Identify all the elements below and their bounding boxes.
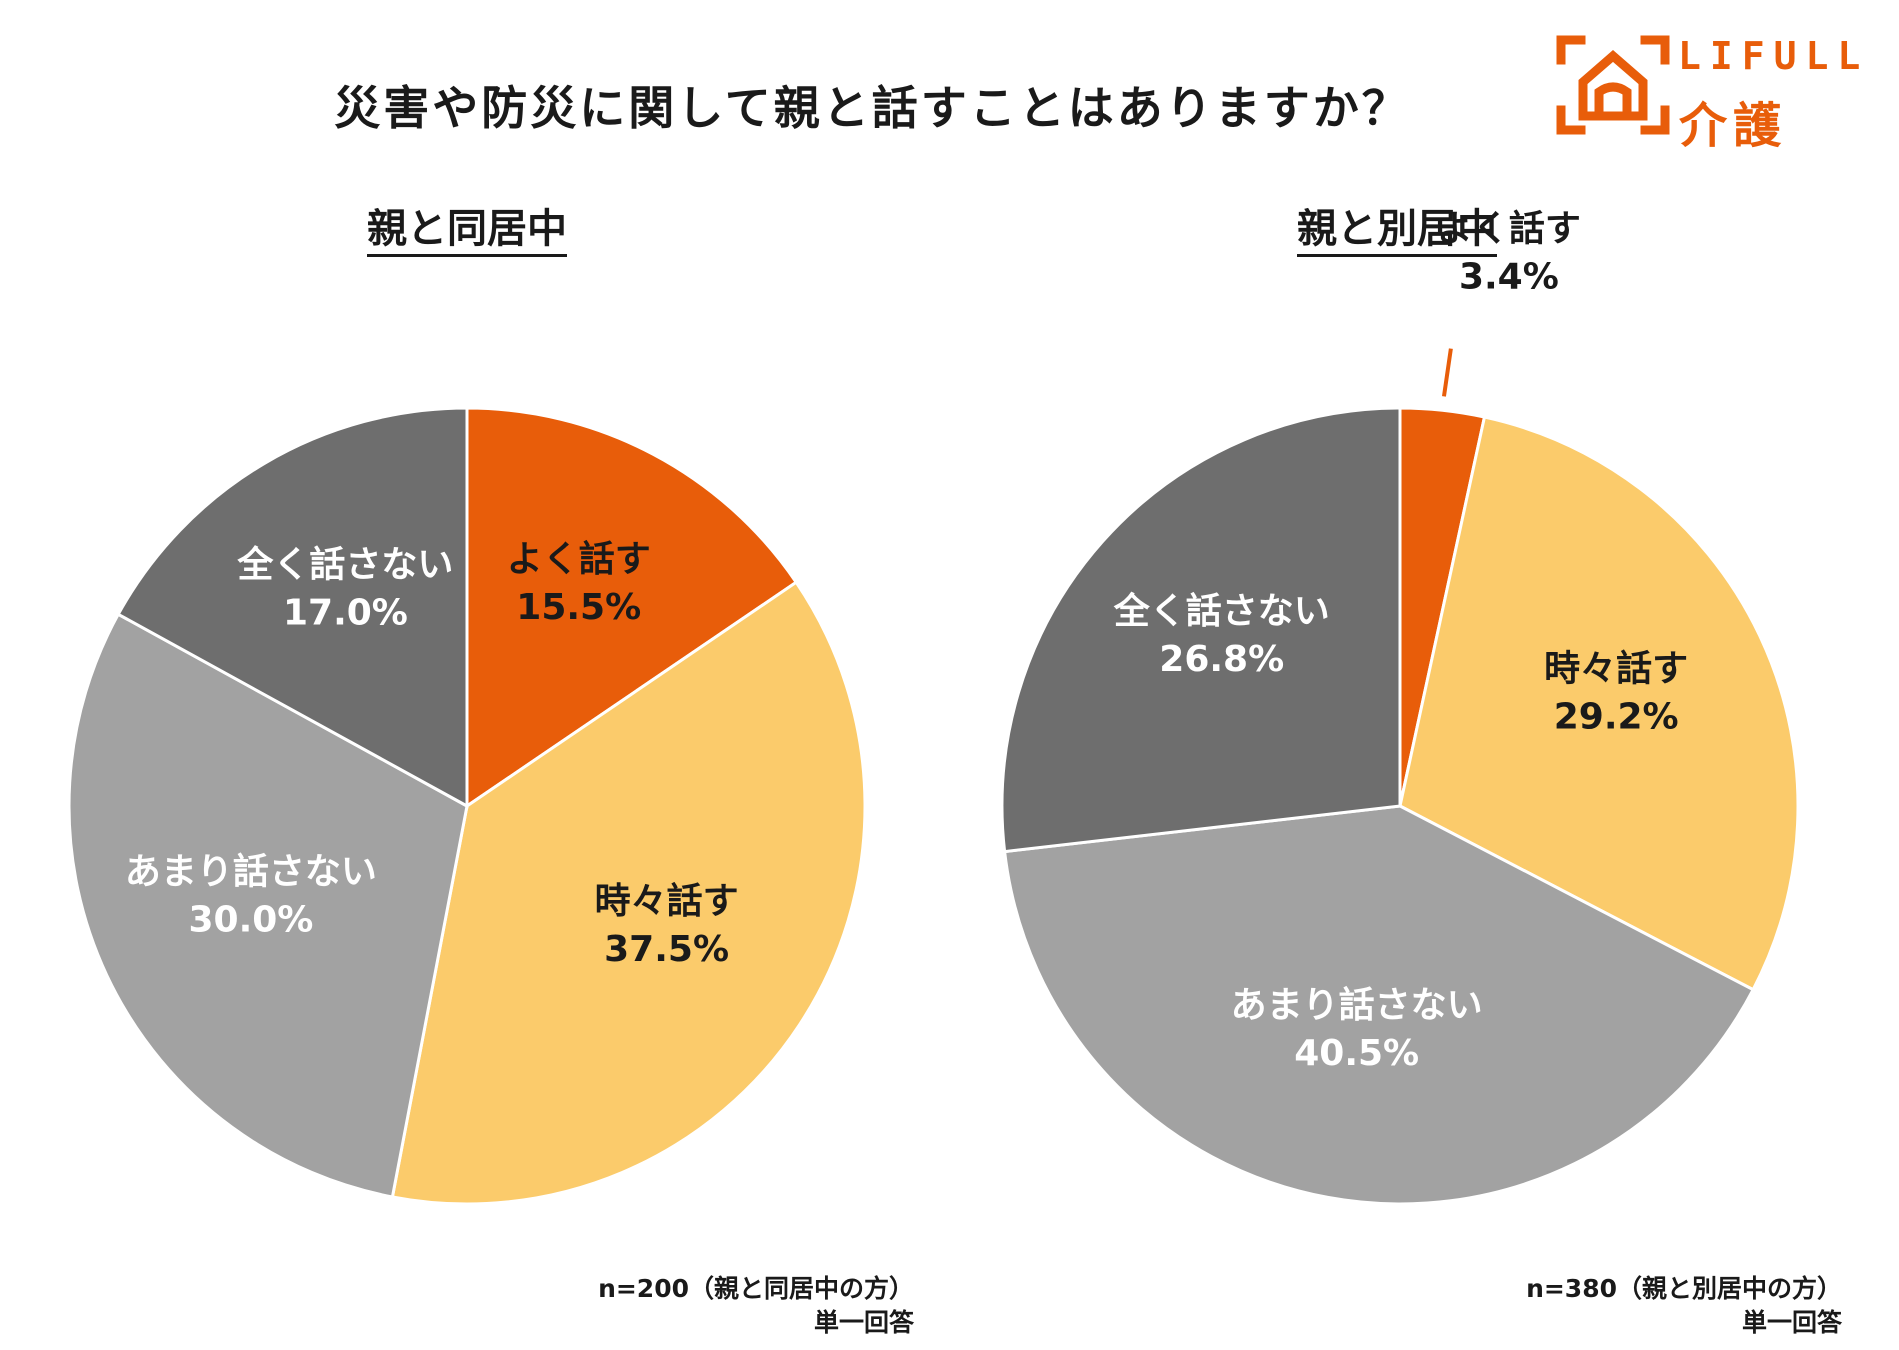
- living-together-slice-2: [67, 612, 469, 1199]
- lifull-logo: LIFULL 介護: [1553, 30, 1883, 154]
- living-together-slice-3-label: 全く話さない: [236, 543, 453, 585]
- chart-main-title: 災害や防災に関して親と話すことはありますか？: [334, 81, 1411, 135]
- living-together-slice-0-label: よく話す: [507, 539, 651, 580]
- living-together-slice-3: [116, 406, 469, 809]
- right-chart-note: n=380（親と別居中の方） 単一回答: [1340, 1272, 1842, 1340]
- living-together-slice-3-value: 17.0%: [283, 592, 408, 633]
- living-together-slice-1-value: 37.5%: [604, 929, 729, 970]
- living-apart-slice-2-value: 40.5%: [1294, 1033, 1419, 1074]
- living-together-slice-1-label: 時々話す: [595, 881, 739, 922]
- living-apart-slice-2: [1002, 804, 1756, 1206]
- logo-text-en: LIFULL: [1678, 34, 1870, 78]
- living-apart-slice-3: [1000, 406, 1402, 854]
- living-together-slice-2-value: 30.0%: [188, 900, 313, 941]
- left-chart-note: n=200（親と同居中の方） 単一回答: [420, 1272, 914, 1340]
- living-apart-slice-3-label: 全く話さない: [1113, 590, 1330, 632]
- right-chart-title: 親と別居中: [1097, 196, 1697, 257]
- living-apart-slice-1-value: 29.2%: [1554, 697, 1679, 738]
- right-sample-size: n=380（親と別居中の方）: [1526, 1274, 1842, 1303]
- living-together-slice-0-value: 15.5%: [516, 587, 641, 628]
- living-apart-slice-0-value: 3.4%: [1459, 257, 1559, 298]
- living-apart-slice-1: [1398, 415, 1800, 992]
- living-together-slice-0: [465, 406, 799, 809]
- left-answer-type: 単一回答: [813, 1308, 914, 1337]
- right-chart-title-text: 親と別居中: [1297, 206, 1497, 257]
- left-sample-size: n=200（親と同居中の方）: [598, 1274, 914, 1303]
- living-together-slice-2-label: あまり話さない: [125, 852, 377, 893]
- left-chart-title: 親と同居中: [167, 196, 767, 257]
- house-logo-icon: [1556, 35, 1670, 135]
- left-chart-title-text: 親と同居中: [367, 206, 567, 257]
- living-apart-slice-1-label: 時々話す: [1544, 649, 1688, 690]
- living-apart-slice-2-label: あまり話さない: [1231, 985, 1483, 1026]
- living-together-slice-1: [390, 580, 867, 1206]
- living-apart-slice-3-value: 26.8%: [1159, 639, 1284, 680]
- logo-text-ja: 介護: [1679, 98, 1788, 154]
- living-apart-slice-0-label: よく話す: [1437, 209, 1581, 250]
- living-apart-leader-line: [1441, 348, 1453, 397]
- right-answer-type: 単一回答: [1741, 1308, 1842, 1337]
